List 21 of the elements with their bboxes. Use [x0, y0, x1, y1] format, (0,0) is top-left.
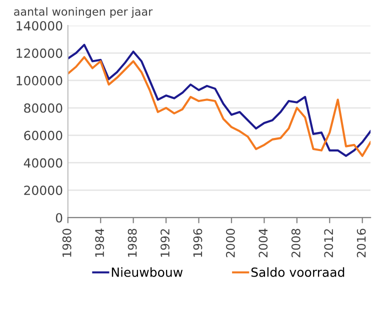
- y-tick-label: 40000: [24, 158, 62, 168]
- x-tick-label: 2004: [258, 228, 268, 258]
- y-tick-label: 80000: [24, 103, 62, 113]
- y-tick-label: 140000: [16, 21, 62, 31]
- x-tick-label: 2008: [291, 228, 300, 258]
- x-tick-label: 1992: [160, 229, 170, 257]
- x-tick-label: 1988: [128, 228, 137, 257]
- y-tick-label: 100000: [16, 76, 62, 86]
- y-tick-label: 20000: [24, 186, 62, 196]
- x-tick-label: 1996: [193, 228, 202, 257]
- x-tick-label: 1984: [95, 228, 104, 257]
- y-tick-label: 0: [56, 213, 62, 223]
- x-tick-label: 2012: [324, 229, 334, 258]
- y-axis-title: aantal woningen per jaar: [14, 7, 153, 18]
- y-tick-label: 60000: [24, 130, 62, 140]
- legend-label: Nieuwbouw: [112, 267, 183, 277]
- x-tick-label: 1980: [62, 228, 72, 257]
- x-tick-label: 2016: [356, 228, 366, 258]
- legend-label: Saldo voorraad: [251, 267, 344, 277]
- x-tick-label: 2000: [226, 228, 235, 258]
- y-tick-label: 120000: [16, 48, 62, 58]
